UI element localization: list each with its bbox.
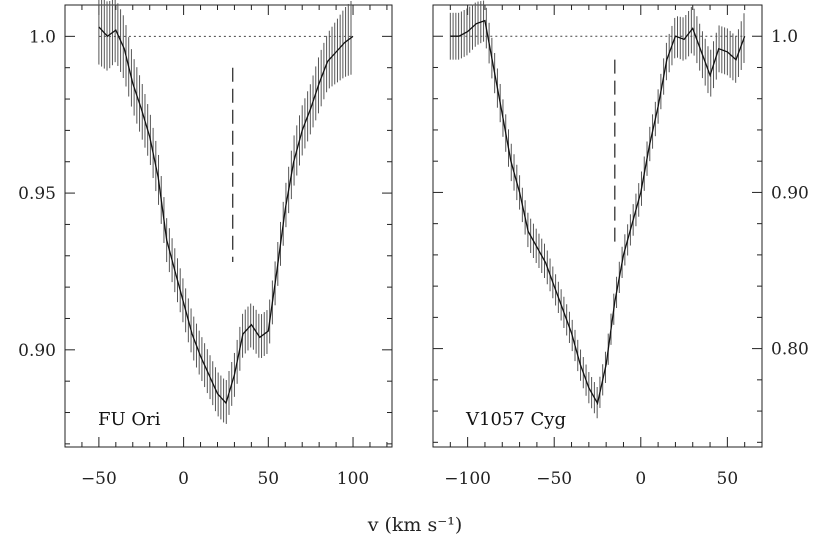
fu-ori-profile-line [98, 26, 354, 405]
x-axis-title: v (km s⁻¹) [367, 514, 463, 536]
panel-v1057-cyg: −100 −50 0 50 0.80 0.90 1.0 V1057 Cyg [432, 0, 809, 489]
fu-ori-error-bars [98, 0, 352, 424]
fu-ori-x-tick-label: 50 [257, 469, 279, 489]
fu-ori-x-tick-label: 100 [337, 469, 369, 489]
fu-ori-x-tick-label: 0 [178, 469, 189, 489]
v1057-cyg-y-tick-label: 1.0 [771, 27, 798, 47]
fu-ori-y-tick-label: 0.90 [18, 341, 56, 361]
v1057-cyg-frame [432, 4, 763, 448]
fu-ori-frame [64, 4, 393, 448]
fu-ori-panel-label: FU Ori [98, 409, 161, 430]
fu-ori-y-tick-label: 0.95 [18, 184, 56, 204]
v1057-cyg-error-bars [449, 0, 745, 419]
panel-fu-ori: −50 0 50 100 0.90 0.95 1.0 FU Ori [18, 0, 393, 489]
v1057-cyg-profile-line [450, 19, 746, 406]
v1057-cyg-x-tick-label: 0 [635, 469, 646, 489]
v1057-cyg-x-tick-label: −100 [444, 469, 491, 489]
v1057-cyg-x-tick-label: −50 [536, 469, 572, 489]
fu-ori-x-tick-label: −50 [81, 469, 117, 489]
v1057-cyg-panel-label: V1057 Cyg [465, 409, 566, 430]
v1057-cyg-y-tick-label: 0.80 [771, 340, 809, 360]
v1057-cyg-y-tick-label: 0.90 [771, 183, 809, 203]
v1057-cyg-x-tick-label: 50 [717, 469, 739, 489]
fu-ori-y-tick-label: 1.0 [29, 27, 56, 47]
